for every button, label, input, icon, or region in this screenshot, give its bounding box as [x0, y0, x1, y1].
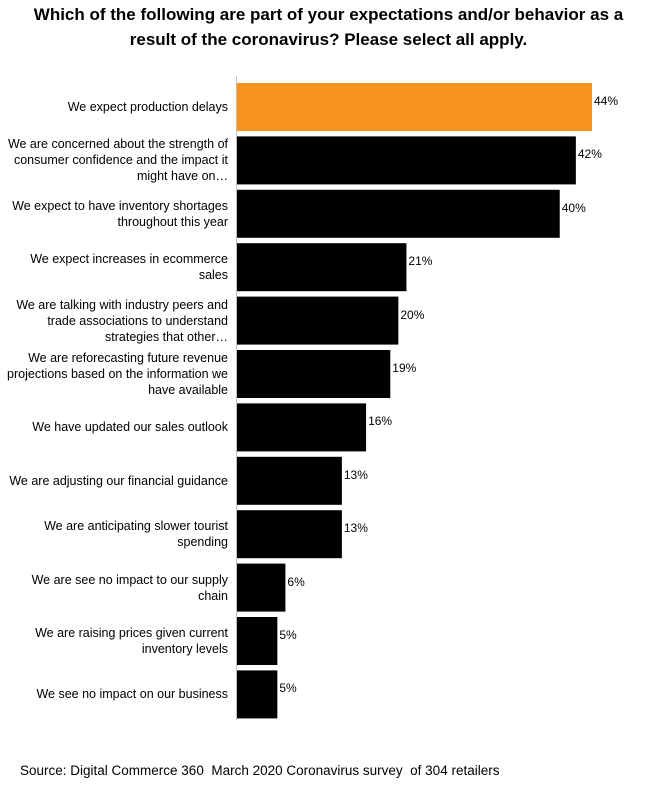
value-label: 40% [561, 200, 586, 215]
category-label: We are talking with industry peers and t… [16, 297, 228, 344]
bar [237, 510, 342, 559]
category-label: We expect production delays [67, 100, 228, 114]
value-label: 21% [408, 254, 433, 269]
category-label: We are raising prices given current inve… [35, 626, 228, 656]
category-label: We are reforecasting future revenue proj… [7, 351, 228, 397]
category-label: We see no impact on our business [36, 687, 228, 702]
source-note: Source: Digital Commerce 360 March 2020 … [20, 763, 500, 778]
category-label: We are concerned about the strength of c… [7, 137, 228, 184]
value-label: 6% [287, 574, 305, 589]
category-label: We expect increases in ecommerce sales [30, 252, 228, 283]
bar [237, 456, 342, 505]
value-label: 13% [343, 521, 368, 536]
bar [237, 243, 407, 292]
bar [237, 296, 399, 345]
bar [237, 136, 576, 185]
value-label: 5% [279, 628, 297, 642]
bar [237, 403, 367, 452]
bar [237, 189, 560, 238]
value-label: 13% [343, 467, 368, 482]
bar [237, 670, 278, 719]
category-label: We have updated our sales outlook [32, 420, 228, 435]
category-label: We are anticipating slower tourist spend… [44, 519, 228, 550]
category-label: We are see no impact to our supply chain [31, 572, 228, 603]
bar [237, 83, 592, 131]
value-label: 5% [279, 681, 297, 696]
value-label: 42% [577, 147, 602, 162]
bar [237, 563, 286, 612]
value-label: 16% [368, 414, 393, 429]
bar [237, 350, 391, 398]
value-label: 19% [392, 361, 417, 375]
value-label: 20% [400, 307, 425, 322]
category-label: We expect to have inventory shortages th… [12, 198, 228, 229]
chart-title: Which of the following are part of your … [33, 5, 624, 49]
bar [237, 617, 278, 665]
category-label: We are adjusting our financial guidance [9, 473, 228, 488]
value-label: 44% [594, 94, 619, 108]
